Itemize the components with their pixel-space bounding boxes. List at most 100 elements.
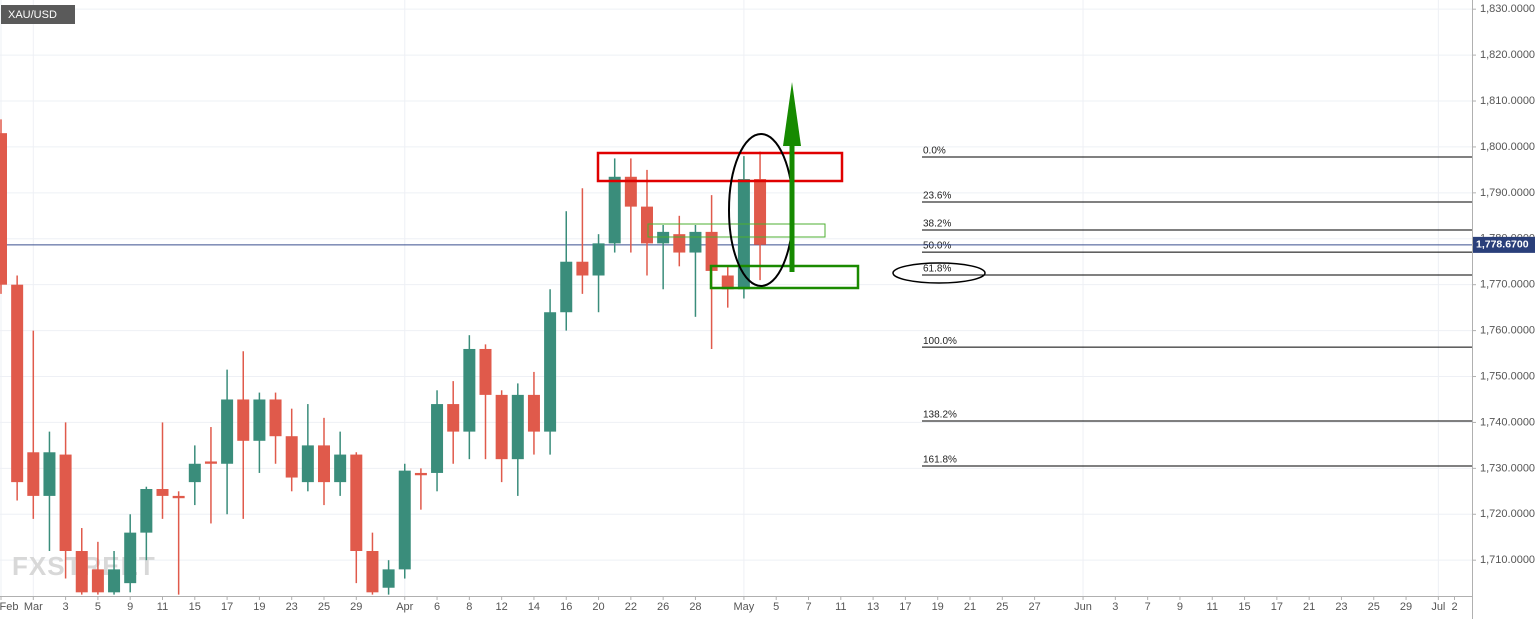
candle-body	[398, 470, 411, 570]
candle-body	[156, 489, 169, 496]
fib-ellipse	[892, 262, 986, 284]
x-tick-label: 8	[466, 601, 472, 613]
candle-body	[11, 284, 24, 483]
x-tick-label: 17	[221, 601, 233, 613]
x-tick-label: 27	[1028, 601, 1040, 613]
y-tick-label: 1,720.0000	[1480, 508, 1535, 520]
candle-body	[350, 454, 363, 552]
candle-body	[285, 436, 298, 478]
x-tick-label: 25	[318, 601, 330, 613]
candle-body	[608, 176, 621, 244]
y-tick-label: 1,790.0000	[1480, 187, 1535, 199]
x-tick-label: Apr	[396, 601, 413, 613]
x-tick-label: 29	[350, 601, 362, 613]
zone-box	[647, 223, 826, 238]
fib-label: 38.2%	[923, 219, 951, 230]
x-tick-label: Feb	[0, 601, 18, 613]
candle-body	[188, 463, 201, 483]
candle-body	[75, 551, 88, 593]
candle-body	[544, 312, 557, 432]
fib-label: 161.8%	[923, 455, 957, 466]
support-box	[709, 264, 860, 290]
x-tick-label: 26	[657, 601, 669, 613]
candle-body	[27, 452, 40, 496]
x-tick-label: 7	[805, 601, 811, 613]
fib-label: 138.2%	[923, 410, 957, 421]
y-tick-label: 1,810.0000	[1480, 95, 1535, 107]
candle-body	[463, 348, 476, 432]
candle-body	[737, 179, 750, 290]
x-tick-label: 7	[1145, 601, 1151, 613]
candle-body	[59, 454, 72, 552]
candle-body	[447, 404, 460, 432]
candle-body	[431, 404, 444, 473]
y-tick-label: 1,730.0000	[1480, 462, 1535, 474]
candle-body	[624, 176, 637, 207]
candle-body	[237, 399, 250, 441]
candle-body	[334, 454, 347, 483]
x-tick-label: 25	[996, 601, 1008, 613]
x-tick-label: Mar	[24, 601, 43, 613]
x-tick-label: 25	[1368, 601, 1380, 613]
candle-body	[414, 472, 427, 476]
candle-body	[382, 569, 395, 588]
x-tick-label: Jun	[1074, 601, 1092, 613]
arrow-head	[783, 82, 801, 146]
candle-body	[495, 394, 508, 460]
y-tick-label: 1,750.0000	[1480, 370, 1535, 382]
x-tick-label: 23	[1335, 601, 1347, 613]
candle-body	[221, 399, 234, 464]
x-tick-label: 6	[434, 601, 440, 613]
x-tick-label: 19	[253, 601, 265, 613]
x-tick-label: 9	[127, 601, 133, 613]
resistance-box	[596, 151, 844, 183]
candle-body	[527, 394, 540, 432]
fib-label: 23.6%	[923, 191, 951, 202]
x-tick-label: 11	[157, 601, 168, 613]
x-tick-label: 3	[63, 601, 69, 613]
last-price-label: 1,778.6700	[1476, 239, 1529, 251]
x-tick-label: Jul	[1431, 601, 1445, 613]
candle-body	[657, 231, 670, 244]
y-tick-label: 1,800.0000	[1480, 141, 1535, 153]
candle-body	[576, 261, 589, 276]
x-tick-label: 19	[932, 601, 944, 613]
symbol-text: XAU/USD	[8, 9, 57, 21]
candle-body	[689, 231, 702, 253]
fib-label: 61.8%	[923, 264, 951, 275]
candle-body	[301, 445, 314, 483]
x-tick-label: 12	[496, 601, 508, 613]
y-tick-label: 1,760.0000	[1480, 325, 1535, 337]
x-tick-label: May	[734, 601, 755, 613]
grid	[0, 0, 1472, 596]
x-tick-label: 29	[1400, 601, 1412, 613]
candle-body	[269, 399, 282, 437]
x-tick-label: 17	[899, 601, 911, 613]
candle-body	[511, 394, 524, 460]
candle-body	[140, 489, 153, 533]
y-tick-label: 1,770.0000	[1480, 279, 1535, 291]
candle-body	[91, 569, 104, 593]
candle-body	[43, 452, 56, 496]
x-tick-label: 22	[625, 601, 637, 613]
candle-body	[204, 461, 217, 464]
last-price-box	[1473, 236, 1535, 253]
x-tick-label: 23	[286, 601, 298, 613]
candle-body	[721, 275, 734, 290]
x-tick-label: 5	[773, 601, 779, 613]
x-tick-label: 2	[1451, 601, 1457, 613]
plot-background	[0, 0, 1472, 596]
candle-body	[479, 348, 492, 395]
x-tick-label: 14	[528, 601, 540, 613]
symbol-box	[1, 5, 75, 24]
candle-body	[592, 243, 605, 276]
candle-body	[754, 179, 767, 245]
candle-body	[705, 231, 718, 271]
fib-label: 100.0%	[923, 336, 957, 347]
x-tick-label: 15	[189, 601, 201, 613]
fib-levels: 0.0% 23.6% 38.2% 50.0% 61.8% 100.0% 138.2% 161.…	[0, 146, 1472, 467]
candle-body	[0, 133, 7, 285]
candle-body	[366, 551, 379, 593]
